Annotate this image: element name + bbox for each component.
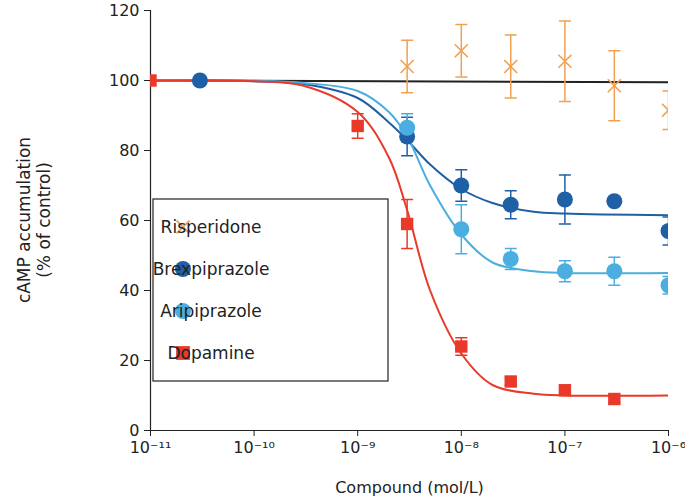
svg-text:0: 0 [129, 421, 139, 440]
svg-text:Risperidone: Risperidone [161, 217, 262, 237]
svg-text:10⁻¹¹: 10⁻¹¹ [130, 438, 172, 457]
svg-text:40: 40 [119, 281, 139, 300]
svg-text:10⁻⁸: 10⁻⁸ [444, 438, 479, 457]
svg-text:10⁻⁶: 10⁻⁶ [651, 438, 685, 457]
svg-text:10⁻¹⁰: 10⁻¹⁰ [233, 438, 275, 457]
svg-text:100: 100 [109, 71, 140, 90]
svg-text:cAMP accumulation(% of control: cAMP accumulation(% of control) [14, 137, 54, 303]
svg-text:60: 60 [119, 211, 139, 230]
svg-text:10⁻⁷: 10⁻⁷ [547, 438, 582, 457]
svg-text:Brexpiprazole: Brexpiprazole [153, 259, 270, 279]
svg-text:Compound (mol/L): Compound (mol/L) [335, 478, 484, 497]
svg-text:Dopamine: Dopamine [167, 343, 254, 363]
svg-text:20: 20 [119, 351, 139, 370]
svg-text:80: 80 [119, 141, 139, 160]
svg-text:Aripiprazole: Aripiprazole [160, 301, 262, 321]
svg-text:120: 120 [109, 1, 140, 20]
svg-text:10⁻⁹: 10⁻⁹ [340, 438, 375, 457]
